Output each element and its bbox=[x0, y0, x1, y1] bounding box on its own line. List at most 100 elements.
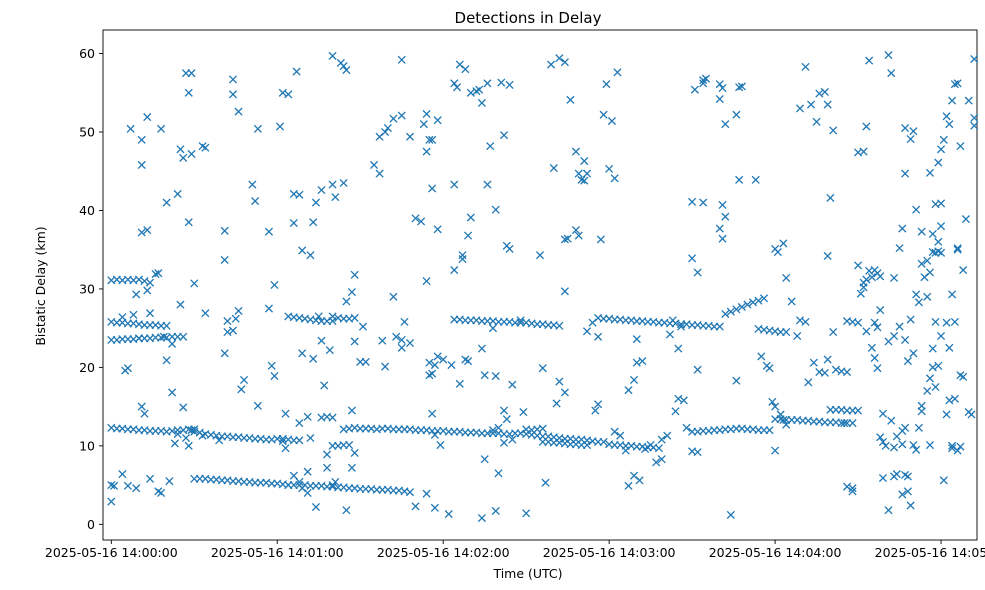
detection-marker bbox=[848, 484, 857, 493]
detection-marker bbox=[499, 438, 509, 447]
detection-marker bbox=[771, 402, 780, 411]
detection-marker bbox=[480, 455, 489, 464]
detection-marker bbox=[693, 448, 702, 457]
detection-marker bbox=[181, 433, 191, 443]
detection-marker bbox=[284, 90, 293, 99]
detection-marker bbox=[234, 306, 243, 315]
detection-marker bbox=[862, 122, 871, 131]
detection-marker bbox=[281, 444, 290, 453]
detection-marker bbox=[616, 431, 625, 440]
detection-marker bbox=[275, 122, 285, 131]
detection-marker bbox=[464, 231, 473, 240]
detection-marker bbox=[220, 255, 229, 264]
detection-marker bbox=[231, 314, 240, 323]
detection-marker bbox=[914, 423, 923, 432]
detection-marker bbox=[322, 450, 332, 459]
detection-marker bbox=[447, 360, 456, 370]
detection-marker bbox=[428, 135, 437, 144]
detection-marker bbox=[560, 58, 569, 67]
detection-marker bbox=[220, 349, 229, 358]
detection-marker bbox=[870, 318, 879, 327]
detection-marker bbox=[721, 120, 730, 129]
detection-marker bbox=[439, 355, 448, 364]
detection-marker bbox=[295, 477, 304, 486]
detection-marker bbox=[950, 80, 959, 89]
detection-marker bbox=[632, 335, 641, 344]
detection-marker bbox=[488, 426, 498, 435]
detection-marker bbox=[970, 113, 979, 122]
detection-marker bbox=[782, 328, 791, 337]
detection-marker bbox=[422, 109, 431, 119]
detection-marker bbox=[345, 441, 354, 450]
detection-marker bbox=[820, 87, 829, 97]
detection-marker bbox=[347, 406, 356, 415]
detection-marker bbox=[292, 67, 301, 76]
detection-marker bbox=[328, 51, 337, 60]
detection-marker bbox=[936, 222, 946, 231]
detection-marker bbox=[865, 56, 874, 65]
detection-marker bbox=[801, 62, 810, 71]
detection-marker bbox=[311, 198, 321, 207]
detection-marker bbox=[967, 410, 976, 419]
detection-marker bbox=[483, 79, 492, 88]
detection-marker bbox=[901, 169, 910, 178]
detection-marker bbox=[342, 297, 351, 306]
detection-marker bbox=[936, 248, 946, 257]
detection-marker bbox=[621, 446, 630, 455]
detection-marker bbox=[145, 309, 155, 318]
detection-marker bbox=[563, 234, 572, 243]
detection-marker bbox=[594, 400, 603, 409]
detection-marker bbox=[931, 382, 940, 392]
detection-marker bbox=[494, 423, 503, 432]
detection-marker bbox=[356, 357, 365, 366]
detection-marker bbox=[801, 317, 810, 326]
detection-marker bbox=[870, 353, 879, 363]
detection-marker bbox=[867, 343, 876, 352]
detection-marker bbox=[228, 326, 238, 335]
detection-marker bbox=[582, 327, 592, 336]
detection-marker bbox=[303, 488, 312, 497]
detection-marker bbox=[826, 193, 835, 202]
detection-marker bbox=[782, 420, 791, 429]
detection-marker bbox=[179, 332, 188, 341]
detection-marker bbox=[314, 312, 323, 321]
detection-marker bbox=[137, 228, 146, 237]
detection-marker bbox=[909, 441, 918, 450]
detection-marker bbox=[948, 290, 957, 299]
detection-marker bbox=[450, 79, 459, 88]
x-tick-label: 2025-05-16 14:00:00 bbox=[45, 545, 178, 560]
detection-marker bbox=[889, 331, 899, 341]
detection-marker bbox=[176, 300, 185, 309]
detection-marker bbox=[878, 473, 888, 483]
detection-marker bbox=[179, 403, 188, 412]
detection-marker bbox=[168, 388, 177, 397]
x-axis-title: Time (UTC) bbox=[492, 566, 562, 581]
detection-marker bbox=[419, 120, 428, 129]
detection-marker bbox=[889, 273, 899, 282]
detection-marker bbox=[624, 481, 633, 490]
detection-marker bbox=[693, 268, 702, 277]
detection-marker bbox=[522, 509, 531, 518]
detection-marker bbox=[624, 386, 633, 395]
detection-marker bbox=[497, 78, 506, 87]
detection-marker bbox=[505, 80, 514, 89]
detection-marker bbox=[610, 174, 619, 183]
detection-marker bbox=[912, 205, 921, 214]
detection-marker bbox=[251, 196, 260, 206]
detection-marker bbox=[942, 318, 951, 327]
detection-marker bbox=[215, 436, 224, 445]
detection-marker bbox=[184, 441, 193, 450]
detection-marker bbox=[950, 317, 959, 326]
detection-marker bbox=[223, 317, 232, 326]
detection-marker bbox=[856, 289, 865, 298]
detection-marker bbox=[239, 375, 249, 384]
detection-marker bbox=[610, 427, 619, 436]
detection-marker bbox=[588, 318, 597, 327]
detection-marker bbox=[715, 80, 724, 89]
detection-marker bbox=[917, 401, 926, 410]
detection-marker bbox=[820, 368, 829, 377]
detection-marker bbox=[253, 401, 262, 410]
detection-marker bbox=[956, 442, 965, 451]
detection-marker bbox=[350, 313, 359, 323]
detection-marker bbox=[768, 397, 777, 406]
